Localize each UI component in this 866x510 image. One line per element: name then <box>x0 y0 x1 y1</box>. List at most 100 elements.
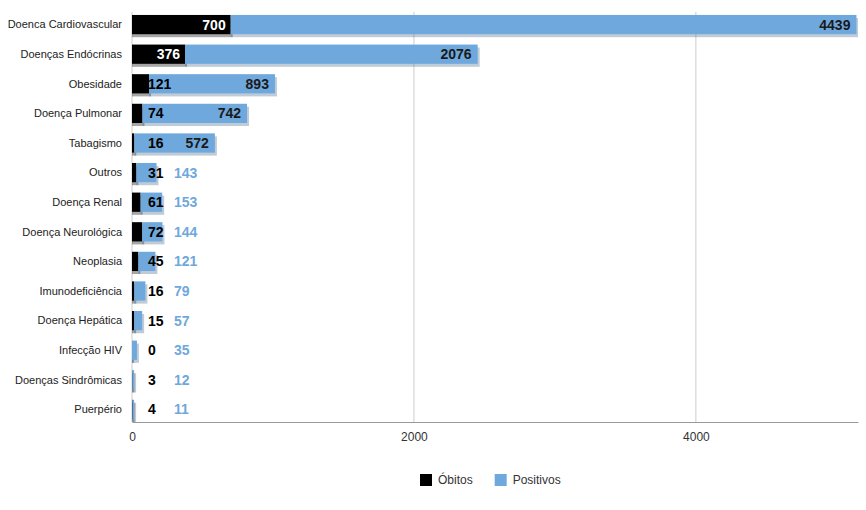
bar <box>132 74 149 93</box>
category-label: Doença Neurológica <box>22 226 123 238</box>
data-label: 3 <box>148 372 156 388</box>
bar <box>132 15 231 34</box>
bar <box>132 341 137 360</box>
data-label: 57 <box>174 313 190 329</box>
bar <box>134 311 142 330</box>
bar <box>132 133 134 152</box>
data-label: 144 <box>174 224 198 240</box>
data-label: 143 <box>174 165 198 181</box>
category-label: Obesidade <box>69 78 122 90</box>
data-label: 72 <box>148 224 164 240</box>
bar <box>132 311 134 330</box>
data-label: 121 <box>148 76 172 92</box>
tick-label: 0 <box>129 430 136 444</box>
legend-item: Positivos <box>495 473 561 487</box>
category-label: Doença Hepática <box>38 314 123 326</box>
bar <box>132 193 141 212</box>
data-labels: 7004439376207612189374742165723114361153… <box>148 17 851 418</box>
legend-swatch <box>495 474 507 486</box>
bar-group <box>133 400 137 422</box>
x-axis: 0 2000 4000 <box>129 422 858 444</box>
bars <box>132 15 858 422</box>
bar <box>132 222 142 241</box>
bar <box>142 104 247 123</box>
category-label: Doenças Sindrômicas <box>15 374 122 386</box>
data-label: 700 <box>202 17 226 33</box>
data-label: 74 <box>148 105 164 121</box>
tick-label: 4000 <box>683 430 710 444</box>
tick-label: 2000 <box>401 430 428 444</box>
bar-group <box>185 45 480 67</box>
plot: 0 2000 4000 Doenca Cardiovascular Doenças En… <box>8 12 859 444</box>
bar-group <box>231 15 858 37</box>
tick: 4000 <box>683 422 710 444</box>
data-label: 16 <box>148 135 164 151</box>
y-axis: Doenca Cardiovascular Doenças Endócrinas O… <box>8 18 123 415</box>
axis-line <box>133 422 859 423</box>
bar-group <box>134 311 144 333</box>
category-label: Tabagismo <box>69 137 122 149</box>
data-label: 15 <box>148 313 164 329</box>
category-label: Doenças Endócrinas <box>20 48 122 60</box>
data-label: 4439 <box>819 17 850 33</box>
bar <box>134 281 145 300</box>
bar <box>132 104 142 123</box>
bar-group <box>134 281 147 303</box>
grid <box>132 12 696 422</box>
category-label: Neoplasia <box>73 255 123 267</box>
bar <box>132 163 136 182</box>
data-label: 893 <box>246 76 270 92</box>
bar-group <box>142 104 249 126</box>
bar-group <box>132 370 136 392</box>
data-label: 0 <box>148 342 156 358</box>
bar-group <box>141 193 165 215</box>
bar <box>132 45 185 64</box>
data-label: 11 <box>174 401 189 417</box>
legend-swatch <box>420 474 432 486</box>
data-label: 572 <box>186 135 210 151</box>
data-label: 31 <box>148 165 164 181</box>
data-label: 121 <box>174 253 198 269</box>
data-label: 16 <box>148 283 164 299</box>
category-label: Outros <box>89 166 123 178</box>
bar <box>185 45 478 64</box>
category-label: Puerpério <box>74 403 122 415</box>
bar-group <box>132 370 134 392</box>
data-label: 153 <box>174 194 198 210</box>
data-label: 12 <box>174 372 190 388</box>
bar <box>231 15 857 34</box>
data-label: 2076 <box>441 46 472 62</box>
data-label: 376 <box>157 46 181 62</box>
data-label: 79 <box>174 283 190 299</box>
grid-line <box>695 12 696 422</box>
bar <box>132 281 134 300</box>
series <box>132 15 858 422</box>
category-label: Doenca Cardiovascular <box>8 18 123 30</box>
bar <box>134 133 215 152</box>
chart: 0 2000 4000 Doenca Cardiovascular Doenças En… <box>0 0 866 510</box>
tick: 0 <box>129 422 136 444</box>
legend: Óbitos Positivos <box>420 472 561 487</box>
category-label: Imunodeficiência <box>39 285 122 297</box>
bar-group <box>132 341 139 363</box>
category-label: Doença Pulmonar <box>34 107 122 119</box>
category-label: Infecção HIV <box>59 344 123 356</box>
data-label: 4 <box>148 401 156 417</box>
legend-label: Óbitos <box>438 472 473 487</box>
bar-group <box>134 133 217 155</box>
grid-line <box>413 12 414 422</box>
bar-group <box>132 15 233 37</box>
legend-item: Óbitos <box>420 472 473 487</box>
bar <box>132 370 134 389</box>
data-label: 35 <box>174 342 190 358</box>
data-label: 742 <box>218 105 242 121</box>
data-label: 61 <box>148 194 164 210</box>
tick: 2000 <box>401 422 428 444</box>
data-label: 45 <box>148 253 164 269</box>
bar <box>133 400 135 419</box>
bar-group <box>132 45 187 67</box>
legend-label: Positivos <box>513 473 561 487</box>
bar-group <box>142 222 164 244</box>
bar <box>132 252 138 271</box>
category-label: Doença Renal <box>52 196 122 208</box>
